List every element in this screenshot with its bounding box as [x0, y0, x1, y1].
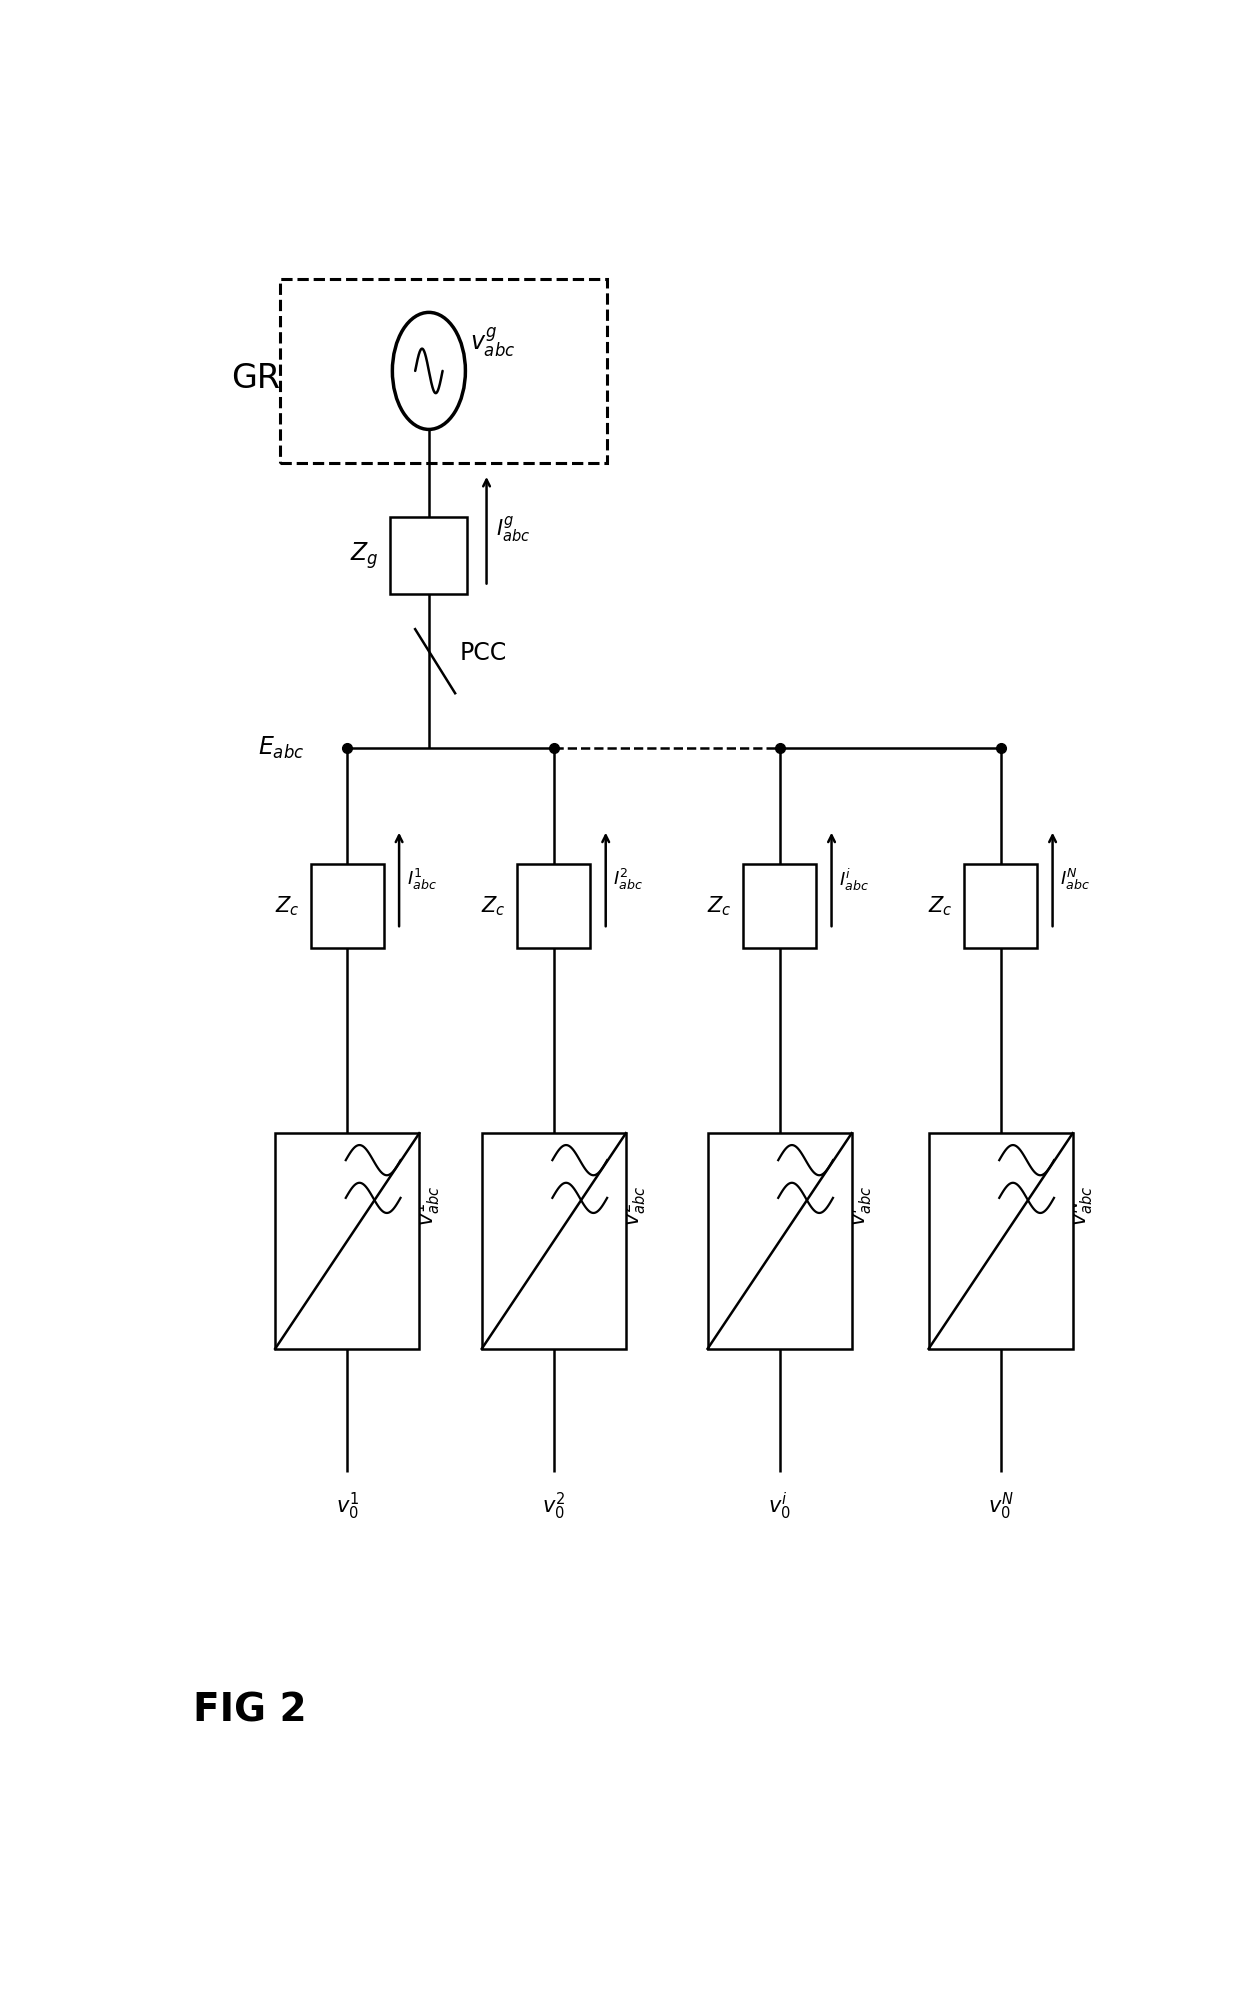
Text: $I^1_{abc}$: $I^1_{abc}$ [407, 866, 436, 892]
Text: $v^i_{abc}$: $v^i_{abc}$ [843, 1186, 875, 1226]
Text: $Z_c$: $Z_c$ [481, 894, 506, 918]
Text: $v^2_0$: $v^2_0$ [542, 1490, 565, 1522]
Text: $v^i_0$: $v^i_0$ [769, 1490, 791, 1522]
Text: $v^g_{abc}$: $v^g_{abc}$ [470, 324, 516, 358]
Text: $Z_c$: $Z_c$ [707, 894, 732, 918]
Text: $Z_g$: $Z_g$ [351, 540, 379, 572]
Text: $Z_c$: $Z_c$ [928, 894, 952, 918]
Text: $E_{abc}$: $E_{abc}$ [258, 736, 304, 762]
Bar [275, 1134, 419, 1348]
Text: $v^N_{abc}$: $v^N_{abc}$ [1065, 1186, 1096, 1226]
Text: $v^2_{abc}$: $v^2_{abc}$ [618, 1186, 650, 1226]
Bar [311, 864, 383, 948]
Text: $Z_c$: $Z_c$ [274, 894, 299, 918]
Text: PCC: PCC [460, 640, 507, 664]
Bar [929, 1134, 1073, 1348]
Bar [481, 1134, 626, 1348]
Text: $I^i_{abc}$: $I^i_{abc}$ [839, 866, 869, 892]
Bar [517, 864, 590, 948]
Text: GR: GR [232, 362, 280, 396]
Text: $v^N_0$: $v^N_0$ [988, 1490, 1013, 1522]
FancyBboxPatch shape [280, 278, 606, 464]
Bar [965, 864, 1037, 948]
Bar [743, 864, 816, 948]
Text: $v^1_{abc}$: $v^1_{abc}$ [412, 1186, 443, 1226]
Text: FIG 2: FIG 2 [193, 1692, 308, 1730]
Text: $I^g_{abc}$: $I^g_{abc}$ [496, 516, 531, 546]
Bar [708, 1134, 852, 1348]
Text: $I^2_{abc}$: $I^2_{abc}$ [614, 866, 644, 892]
Bar [391, 518, 467, 594]
Text: $v^1_0$: $v^1_0$ [336, 1490, 358, 1522]
Text: $I^N_{abc}$: $I^N_{abc}$ [1060, 866, 1090, 892]
